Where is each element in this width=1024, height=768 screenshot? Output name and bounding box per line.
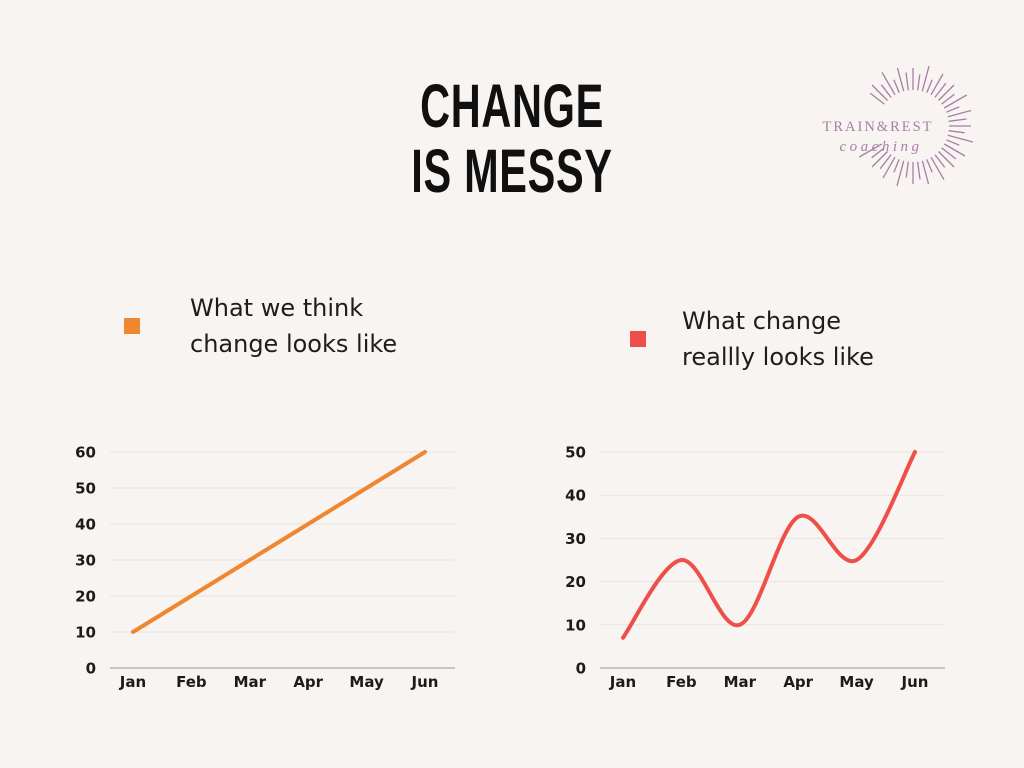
- sunburst-ray: [896, 160, 905, 187]
- chart-reality: 0 10 20 30 40 50 Jan Feb Mar Apr May Jun: [530, 435, 960, 703]
- sunburst-ray: [871, 147, 885, 159]
- logo-svg: TRAIN&REST coaching: [822, 65, 974, 187]
- sunburst-ray: [946, 139, 960, 146]
- reality-line: [621, 450, 917, 640]
- sunburst-ray: [871, 151, 888, 168]
- logo-subtitle: coaching: [840, 139, 923, 155]
- x-axis-tick: Jun: [901, 673, 929, 691]
- y-axis-tick: 50: [565, 444, 586, 462]
- sunburst-ray: [905, 72, 909, 91]
- sunburst-ray: [941, 147, 957, 160]
- x-axis-tick: Mar: [234, 673, 267, 691]
- sunburst-ray: [858, 143, 883, 158]
- y-axis-tick: 40: [75, 516, 96, 534]
- sunburst-ray: [938, 151, 955, 168]
- sunburst-ray: [930, 156, 945, 181]
- logo-name: TRAIN&REST: [822, 119, 933, 135]
- sunburst-ray: [948, 118, 967, 122]
- sunburst-ray: [917, 74, 921, 91]
- x-axis-tick: Apr: [293, 673, 323, 691]
- x-axis-tick: Mar: [724, 673, 757, 691]
- expectation-chart-svg: 0 10 20 30 40 50 60 Jan Feb Mar Apr May Jun: [75, 444, 455, 691]
- legend-reality-line1: What change: [682, 307, 842, 335]
- sunburst-ray: [926, 79, 933, 93]
- sunburst-ray: [893, 159, 900, 173]
- sunburst-ray: [946, 106, 960, 113]
- legend-expectation-line1: What we think: [190, 294, 364, 322]
- sunburst-ray: [941, 93, 955, 105]
- legend-expectation: What we think change looks like: [124, 290, 397, 362]
- x-axis-tick: Apr: [783, 673, 813, 691]
- sunburst-ray: [921, 65, 930, 92]
- sunburst-ray: [934, 154, 946, 168]
- y-axis-tick: 30: [565, 530, 586, 548]
- legend-expectation-line2: change looks like: [190, 330, 398, 358]
- sunburst-ray: [938, 84, 955, 101]
- page-title: CHANGE IS MESSY: [0, 74, 1024, 204]
- y-axis-tick: 40: [565, 487, 586, 505]
- x-axis-tick: Jun: [411, 673, 439, 691]
- sunburst-ray: [921, 160, 930, 185]
- sunburst-ray: [871, 84, 888, 101]
- x-axis-tick: May: [839, 673, 874, 691]
- expectation-line: [131, 450, 427, 634]
- title-line-2: IS MESSY: [411, 137, 613, 205]
- legend-reality: What change reallly looks like: [630, 303, 874, 375]
- sunburst-ray: [905, 161, 909, 178]
- y-axis-tick: 20: [565, 573, 586, 591]
- reality-chart-svg: 0 10 20 30 40 50 Jan Feb Mar Apr May Jun: [565, 444, 945, 691]
- y-axis-tick: 50: [75, 480, 96, 498]
- sunburst-ray: [893, 79, 900, 93]
- sunburst-ray: [947, 134, 974, 143]
- sunburst-ray: [882, 156, 896, 179]
- x-axis-tick: Feb: [666, 673, 697, 691]
- sunburst-ray: [943, 143, 966, 157]
- title-line-1: CHANGE: [420, 72, 604, 140]
- red-square-icon: [630, 331, 646, 347]
- y-axis-tick: 20: [75, 588, 96, 606]
- brand-logo: TRAIN&REST coaching: [815, 60, 995, 196]
- y-axis-tick: 0: [576, 660, 586, 678]
- sunburst-ray: [881, 71, 896, 96]
- y-axis-tick: 30: [75, 552, 96, 570]
- sunburst-ray: [879, 154, 892, 170]
- sunburst-ray: [926, 159, 933, 173]
- y-axis-tick: 0: [86, 660, 96, 678]
- legend-reality-line2: reallly looks like: [682, 343, 874, 371]
- legend-reality-text: What change reallly looks like: [682, 303, 874, 375]
- legend-expectation-text: What we think change looks like: [190, 290, 397, 362]
- sunburst-icon: [858, 65, 974, 187]
- x-axis-tick: Feb: [176, 673, 207, 691]
- sunburst-ray: [943, 94, 968, 109]
- y-axis-tick: 10: [75, 624, 96, 642]
- sunburst-ray: [917, 161, 921, 180]
- x-axis-tick: Jan: [609, 673, 636, 691]
- x-axis-tick: Jan: [119, 673, 146, 691]
- sunburst-ray: [896, 67, 905, 92]
- y-axis-tick: 10: [565, 616, 586, 634]
- y-axis-tick: 60: [75, 444, 96, 462]
- sunburst-ray: [930, 73, 944, 96]
- sunburst-ray: [869, 92, 885, 105]
- sunburst-ray: [947, 109, 972, 118]
- orange-square-icon: [124, 318, 140, 334]
- chart-expectation: 0 10 20 30 40 50 60 Jan Feb Mar Apr May Jun: [40, 435, 470, 703]
- sunburst-ray: [880, 84, 892, 98]
- x-axis-tick: May: [349, 673, 384, 691]
- sunburst-ray: [948, 130, 965, 134]
- sunburst-ray: [934, 82, 947, 98]
